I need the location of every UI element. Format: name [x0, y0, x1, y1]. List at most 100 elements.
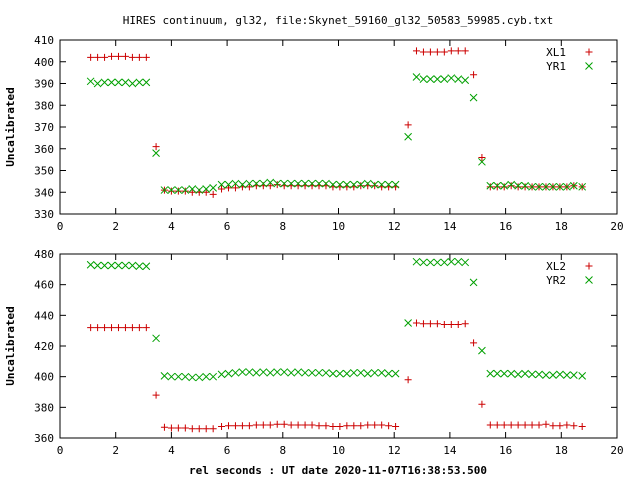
data-point	[114, 52, 122, 60]
data-point	[356, 180, 365, 189]
x-tick-label: 8	[279, 220, 286, 233]
data-point	[419, 258, 428, 267]
data-point	[535, 421, 543, 429]
legend-marker	[585, 48, 593, 56]
data-point	[167, 187, 175, 195]
data-point	[294, 421, 302, 429]
data-point	[556, 182, 564, 191]
data-point	[287, 421, 295, 429]
data-point	[500, 421, 508, 429]
data-point	[209, 372, 218, 381]
y-tick-label: 400	[34, 371, 54, 384]
data-point	[209, 190, 217, 198]
x-tick-label: 14	[443, 220, 457, 233]
data-point	[563, 182, 571, 191]
data-point	[363, 179, 372, 188]
data-point	[121, 261, 130, 270]
data-point	[391, 369, 400, 378]
x-axis-label: rel seconds : UT date 2020-11-07T16:38:5…	[189, 464, 487, 477]
y-axis-label: Uncalibrated	[4, 87, 17, 166]
data-point	[454, 47, 462, 55]
data-point	[357, 182, 365, 190]
data-point	[391, 180, 400, 189]
x-tick-label: 4	[168, 444, 175, 457]
data-point	[378, 421, 386, 429]
data-point	[426, 320, 434, 328]
data-point	[252, 421, 260, 429]
data-point	[384, 369, 393, 378]
data-point	[266, 178, 275, 187]
data-point	[385, 422, 393, 430]
data-point	[556, 422, 564, 430]
data-point	[454, 257, 463, 266]
x-tick-label: 12	[388, 220, 401, 233]
data-point	[329, 180, 337, 189]
data-point	[528, 370, 536, 379]
data-point	[121, 324, 129, 332]
data-point	[528, 421, 536, 429]
data-point	[301, 179, 309, 188]
data-point	[521, 183, 529, 191]
data-point	[121, 78, 130, 87]
data-point	[142, 78, 151, 87]
y-tick-label: 330	[34, 208, 54, 221]
data-point	[245, 183, 253, 191]
data-point	[433, 320, 441, 328]
data-point	[486, 183, 494, 191]
data-point	[245, 368, 254, 376]
data-point	[461, 320, 469, 328]
data-point	[493, 421, 501, 429]
data-point	[128, 324, 136, 332]
data-point	[349, 368, 358, 377]
series-xl2	[87, 319, 586, 433]
data-point	[174, 186, 183, 194]
data-point	[315, 422, 323, 430]
data-point	[486, 369, 495, 378]
data-point	[470, 339, 478, 347]
data-point	[107, 261, 116, 270]
legend-label: XL2	[546, 260, 566, 273]
data-point	[308, 368, 316, 377]
legend-label: YR2	[546, 274, 566, 287]
data-point	[469, 278, 478, 287]
data-point	[108, 52, 116, 60]
data-point	[86, 260, 95, 269]
data-point	[343, 180, 351, 189]
data-point	[160, 423, 168, 431]
x-tick-label: 20	[610, 444, 623, 457]
data-point	[486, 421, 494, 429]
data-point	[371, 182, 379, 190]
data-point	[266, 182, 274, 190]
data-point	[336, 423, 344, 430]
data-point	[195, 425, 203, 433]
y-tick-label: 340	[34, 186, 54, 199]
data-point	[101, 53, 109, 61]
data-point	[419, 75, 428, 84]
y-axis-label: Uncalibrated	[4, 306, 17, 385]
series-yr2	[86, 257, 587, 382]
data-point	[259, 421, 267, 429]
data-point	[454, 321, 462, 329]
data-point	[500, 181, 509, 190]
data-point	[528, 182, 536, 191]
data-point	[578, 182, 587, 191]
legend-marker	[585, 62, 593, 70]
data-point	[160, 186, 169, 194]
data-point	[294, 368, 302, 376]
data-point	[507, 180, 516, 189]
x-tick-label: 0	[57, 220, 64, 233]
data-point	[563, 421, 571, 429]
data-point	[231, 422, 239, 430]
chart-title: HIRES continuum, gl32, file:Skynet_59160…	[123, 14, 553, 27]
data-point	[447, 47, 455, 55]
data-point	[433, 75, 442, 84]
data-point	[521, 421, 529, 429]
data-point	[404, 132, 412, 141]
data-point	[447, 74, 456, 82]
data-point	[287, 179, 296, 188]
data-point	[181, 424, 189, 432]
data-point	[280, 420, 288, 428]
data-point	[357, 422, 365, 430]
data-point	[514, 183, 522, 191]
data-point	[135, 324, 143, 332]
